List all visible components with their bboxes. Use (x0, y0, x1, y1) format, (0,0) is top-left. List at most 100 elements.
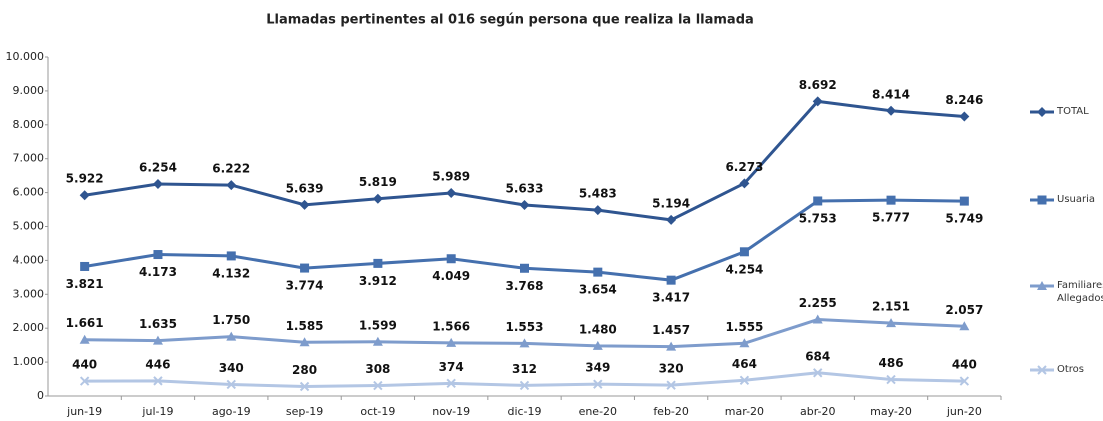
marker (813, 196, 823, 206)
marker (226, 379, 236, 390)
chart-title: Llamadas pertinentes al 016 según person… (266, 13, 754, 28)
marker (592, 340, 603, 350)
marker (80, 261, 90, 271)
legend-label: Usuaria (1057, 194, 1096, 205)
y-tick-label: 4.000 (13, 253, 45, 266)
marker (519, 200, 530, 211)
data-label: 1.566 (432, 319, 470, 333)
data-label: 464 (732, 357, 757, 371)
marker (959, 196, 969, 206)
data-label: 3.821 (66, 277, 104, 291)
x-tick-label: jun-19 (66, 405, 102, 418)
data-label: 320 (659, 362, 684, 376)
marker (446, 254, 456, 264)
marker (226, 251, 236, 261)
x-tick-label: ene-20 (579, 405, 617, 418)
marker (79, 376, 90, 386)
marker (739, 338, 750, 348)
data-label: 2.057 (945, 303, 983, 317)
marker (446, 187, 457, 198)
data-label: 5.749 (945, 212, 983, 226)
data-label: 1.750 (212, 313, 250, 327)
y-tick-label: 1.000 (13, 355, 45, 368)
data-label: 5.922 (66, 172, 104, 186)
data-label: 5.753 (799, 211, 837, 225)
data-label: 3.774 (286, 279, 324, 293)
x-tick-label: dic-19 (507, 405, 541, 418)
marker (886, 318, 897, 328)
marker (813, 368, 823, 378)
marker (79, 190, 90, 201)
marker (519, 338, 530, 348)
marker (1037, 195, 1047, 205)
marker (1037, 281, 1047, 290)
marker (79, 334, 90, 344)
marker (299, 381, 310, 392)
marker (372, 193, 383, 204)
data-label: 1.585 (286, 319, 324, 333)
x-tick-label: abr-20 (800, 405, 836, 418)
x-tick-label: jul-19 (141, 405, 173, 418)
marker (226, 180, 237, 191)
data-label: 5.639 (286, 181, 324, 195)
marker (739, 178, 750, 189)
data-label: 3.912 (359, 274, 397, 288)
marker (593, 379, 603, 389)
x-tick-label: mar-20 (725, 405, 764, 418)
data-label: 6.273 (725, 160, 763, 174)
marker (812, 314, 823, 324)
legend-label: Otros (1057, 364, 1085, 375)
data-label: 308 (365, 362, 390, 376)
data-label: 2.151 (872, 300, 910, 314)
x-tick-label: feb-20 (653, 405, 689, 418)
marker (519, 380, 530, 391)
marker (739, 247, 749, 257)
x-tick-label: jun-20 (946, 405, 982, 418)
data-label: 6.222 (212, 162, 250, 176)
data-label: 1.457 (652, 323, 690, 337)
marker (226, 331, 237, 341)
data-label: 349 (585, 361, 610, 375)
marker (299, 337, 310, 347)
data-label: 440 (72, 358, 97, 372)
marker (520, 263, 529, 273)
y-tick-label: 8.000 (13, 118, 45, 131)
marker (886, 195, 896, 205)
data-label: 4.132 (212, 266, 250, 280)
x-tick-label: may-20 (870, 405, 912, 418)
marker (959, 111, 970, 122)
marker (446, 337, 457, 347)
data-label: 4.173 (139, 265, 177, 279)
data-label: 440 (952, 358, 977, 372)
legend-label: Familiares/ Allegados (1057, 280, 1103, 304)
data-label: 5.777 (872, 211, 910, 225)
marker (959, 376, 970, 386)
marker (1037, 107, 1047, 117)
marker (666, 214, 677, 225)
x-tick-label: ago-19 (212, 405, 251, 418)
marker (739, 375, 750, 385)
data-label: 4.254 (725, 262, 763, 276)
data-label: 1.555 (725, 320, 763, 334)
data-label: 5.989 (432, 169, 470, 183)
data-label: 2.255 (799, 296, 837, 310)
marker (446, 378, 456, 389)
data-label: 3.768 (506, 279, 544, 293)
x-tick-label: sep-19 (286, 405, 323, 418)
marker (593, 267, 603, 277)
marker (153, 250, 163, 260)
data-label: 6.254 (139, 160, 177, 174)
data-label: 5.483 (579, 187, 617, 201)
marker (886, 374, 896, 385)
marker (372, 336, 383, 346)
marker (812, 96, 823, 107)
y-tick-label: 9.000 (13, 84, 45, 97)
data-label: 5.819 (359, 175, 397, 189)
data-label: 374 (439, 360, 464, 374)
marker (152, 178, 163, 189)
marker (592, 205, 603, 216)
y-tick-label: 2.000 (13, 321, 45, 334)
data-label: 280 (292, 363, 317, 377)
data-label: 446 (145, 357, 170, 371)
